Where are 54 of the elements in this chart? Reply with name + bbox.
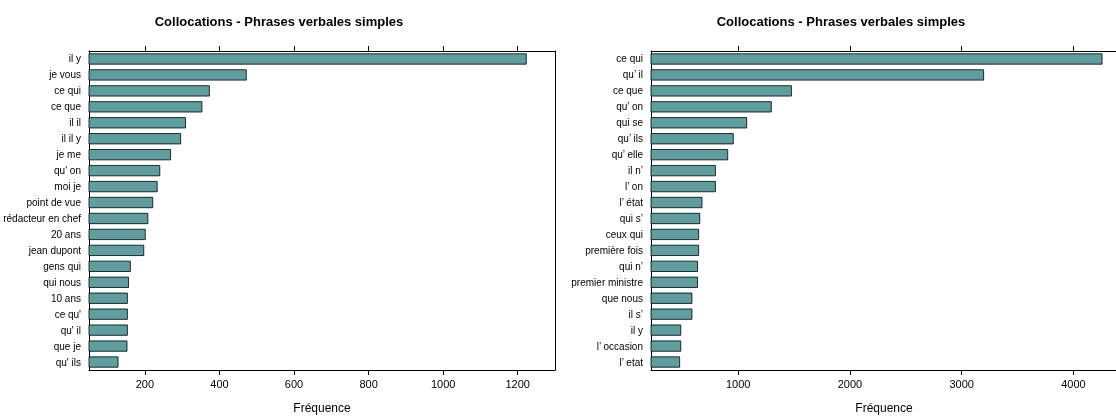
y-tick-label: qu’ ils bbox=[617, 133, 643, 145]
y-tick-label: 10 ans bbox=[50, 292, 81, 304]
y-tick-label: ce que bbox=[612, 85, 644, 97]
y-tick-label: qui s’ bbox=[619, 212, 643, 224]
x-tick-label: 200 bbox=[135, 377, 155, 390]
x-tick-label: 600 bbox=[284, 377, 304, 390]
y-tick-label: ce qui bbox=[54, 85, 81, 97]
x-tick-label: 3000 bbox=[949, 377, 974, 390]
y-tick-label: point de vue bbox=[26, 197, 82, 209]
y-tick-label: qu' il bbox=[60, 324, 81, 336]
x-tick-label: 1000 bbox=[430, 377, 456, 390]
x-tick-label: 4000 bbox=[1061, 377, 1086, 390]
y-tick-label: il n’ bbox=[627, 165, 643, 177]
x-tick-label: 400 bbox=[210, 377, 229, 390]
y-tick-label: gens qui bbox=[43, 260, 81, 272]
y-tick-label: premier ministre bbox=[571, 276, 644, 288]
y-tick-label: l’ occasion bbox=[596, 340, 643, 352]
x-tick-label: 1200 bbox=[505, 377, 530, 390]
y-tick-label: il s’ bbox=[628, 308, 643, 320]
y-tick-label: il il bbox=[69, 117, 81, 129]
x-tick-label: 1000 bbox=[725, 377, 751, 390]
x-axis-title: Fréquence bbox=[293, 401, 352, 415]
chart-title: Collocations - Phrases verbales simples bbox=[716, 14, 966, 29]
y-tick-label: ce qui bbox=[616, 53, 643, 65]
y-tick-label: je me bbox=[55, 149, 82, 161]
y-tick-label: première fois bbox=[585, 244, 643, 256]
y-tick-label: qu' ils bbox=[55, 356, 81, 368]
y-tick-label: ceux qui bbox=[605, 228, 643, 240]
y-tick-label: rédacteur en chef bbox=[3, 212, 82, 224]
x-tick-label: 800 bbox=[359, 377, 378, 390]
y-tick-label: ce qu' bbox=[54, 308, 82, 320]
y-tick-label: qui n’ bbox=[619, 260, 643, 272]
x-axis-title: Fréquence bbox=[855, 401, 914, 415]
y-tick-label: qui nous bbox=[43, 276, 81, 288]
y-tick-label: il il y bbox=[61, 133, 81, 145]
y-tick-label: qu’ on bbox=[616, 101, 643, 113]
chart-title: Collocations - Phrases verbales simples bbox=[154, 14, 404, 29]
y-tick-label: qui se bbox=[616, 117, 644, 129]
y-tick-label: l’ etat bbox=[619, 356, 644, 368]
y-tick-label: moi je bbox=[54, 181, 82, 193]
y-tick-label: je vous bbox=[48, 69, 81, 81]
y-tick-label: que je bbox=[53, 340, 82, 352]
y-tick-label: 20 ans bbox=[50, 228, 81, 240]
y-tick-label: qu’ elle bbox=[611, 149, 644, 161]
y-tick-label: ce que bbox=[50, 101, 82, 113]
y-tick-label: l’ état bbox=[619, 197, 644, 209]
y-tick-label: il y bbox=[630, 324, 643, 336]
y-tick-label: qu’ il bbox=[622, 69, 643, 81]
y-tick-label: jean dupont bbox=[27, 244, 82, 256]
y-tick-label: l’ on bbox=[625, 181, 643, 193]
x-tick-label: 2000 bbox=[837, 377, 863, 390]
y-tick-label: que nous bbox=[601, 292, 643, 304]
y-tick-label: qu' on bbox=[54, 165, 81, 177]
y-tick-label: il y bbox=[68, 53, 81, 65]
